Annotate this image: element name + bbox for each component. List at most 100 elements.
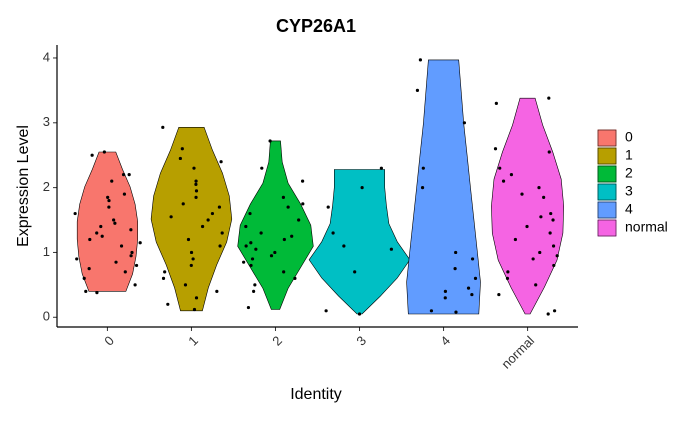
point [133, 283, 137, 287]
point [194, 296, 199, 300]
point [273, 250, 277, 255]
point [547, 150, 551, 154]
point [542, 195, 546, 199]
point [163, 270, 167, 274]
point [73, 211, 77, 216]
x-tick-label: 1 [185, 333, 201, 349]
point [215, 289, 219, 293]
point [429, 309, 434, 313]
x-tick-label: 3 [353, 333, 369, 349]
point [501, 179, 506, 183]
violin [76, 151, 138, 292]
point [114, 260, 118, 264]
point [506, 270, 510, 274]
point [169, 215, 173, 219]
legend-label: 0 [625, 129, 633, 145]
point [88, 237, 92, 242]
point [244, 224, 248, 229]
point [134, 263, 139, 268]
point [250, 257, 255, 261]
legend-swatch-border [597, 165, 617, 183]
point [473, 276, 478, 280]
point [180, 147, 184, 151]
point [119, 244, 124, 248]
point [357, 312, 362, 316]
legend-key [596, 182, 618, 202]
point [342, 244, 346, 248]
violin [491, 97, 565, 315]
point [421, 166, 425, 170]
legend-swatch-border [597, 183, 617, 201]
point [194, 179, 198, 183]
point [194, 182, 198, 186]
point [331, 231, 335, 235]
x-tick-label: 4 [437, 333, 453, 349]
point [454, 310, 458, 314]
point [166, 302, 170, 306]
point [87, 267, 91, 271]
point [95, 231, 99, 235]
x-tick-label: normal [498, 333, 537, 372]
point [282, 237, 286, 242]
point [90, 153, 94, 157]
legend-swatch-border [597, 219, 617, 237]
point [453, 267, 457, 271]
legend-swatch-border [597, 147, 617, 165]
point [281, 195, 286, 199]
legend-label: 4 [625, 201, 633, 217]
point [555, 254, 559, 258]
point [194, 189, 199, 193]
point [282, 270, 286, 274]
point [127, 173, 131, 177]
point [183, 283, 188, 287]
legend-swatch-border [597, 201, 617, 219]
point [547, 96, 551, 100]
y-axis-title: Expression Level [15, 125, 32, 247]
point [443, 289, 448, 293]
point [360, 186, 364, 190]
point [218, 244, 222, 248]
point [249, 241, 253, 245]
point [123, 270, 127, 274]
legend-label: normal [625, 219, 668, 235]
point [269, 254, 274, 258]
y-tick-label: 0 [43, 309, 50, 324]
point [181, 202, 185, 206]
point [286, 205, 290, 209]
x-axis-title: Identity [290, 386, 342, 403]
point [539, 215, 543, 219]
point [112, 218, 116, 222]
point [186, 237, 191, 242]
point [246, 305, 251, 310]
legend-key [596, 218, 618, 238]
y-tick-label: 3 [43, 114, 50, 129]
legend-label: 2 [625, 165, 633, 181]
point [548, 231, 552, 235]
point [525, 224, 529, 229]
point [520, 192, 524, 196]
point [494, 101, 498, 105]
point [194, 195, 198, 199]
point [82, 276, 86, 280]
point [259, 231, 263, 235]
point [189, 263, 193, 268]
point [100, 234, 104, 238]
point [551, 244, 556, 248]
point [191, 257, 195, 261]
point [470, 257, 475, 261]
point [268, 139, 272, 143]
y-tick-label: 4 [43, 49, 50, 64]
point [220, 231, 224, 235]
point [462, 121, 467, 125]
point [161, 276, 166, 280]
point [552, 309, 557, 313]
point [389, 247, 393, 251]
violin [406, 59, 481, 315]
y-tick-label: 2 [43, 179, 50, 194]
point [122, 192, 127, 196]
legend-swatch-border [597, 129, 617, 147]
point [509, 173, 514, 177]
y-tick-label: 1 [43, 244, 50, 259]
point [102, 150, 106, 154]
